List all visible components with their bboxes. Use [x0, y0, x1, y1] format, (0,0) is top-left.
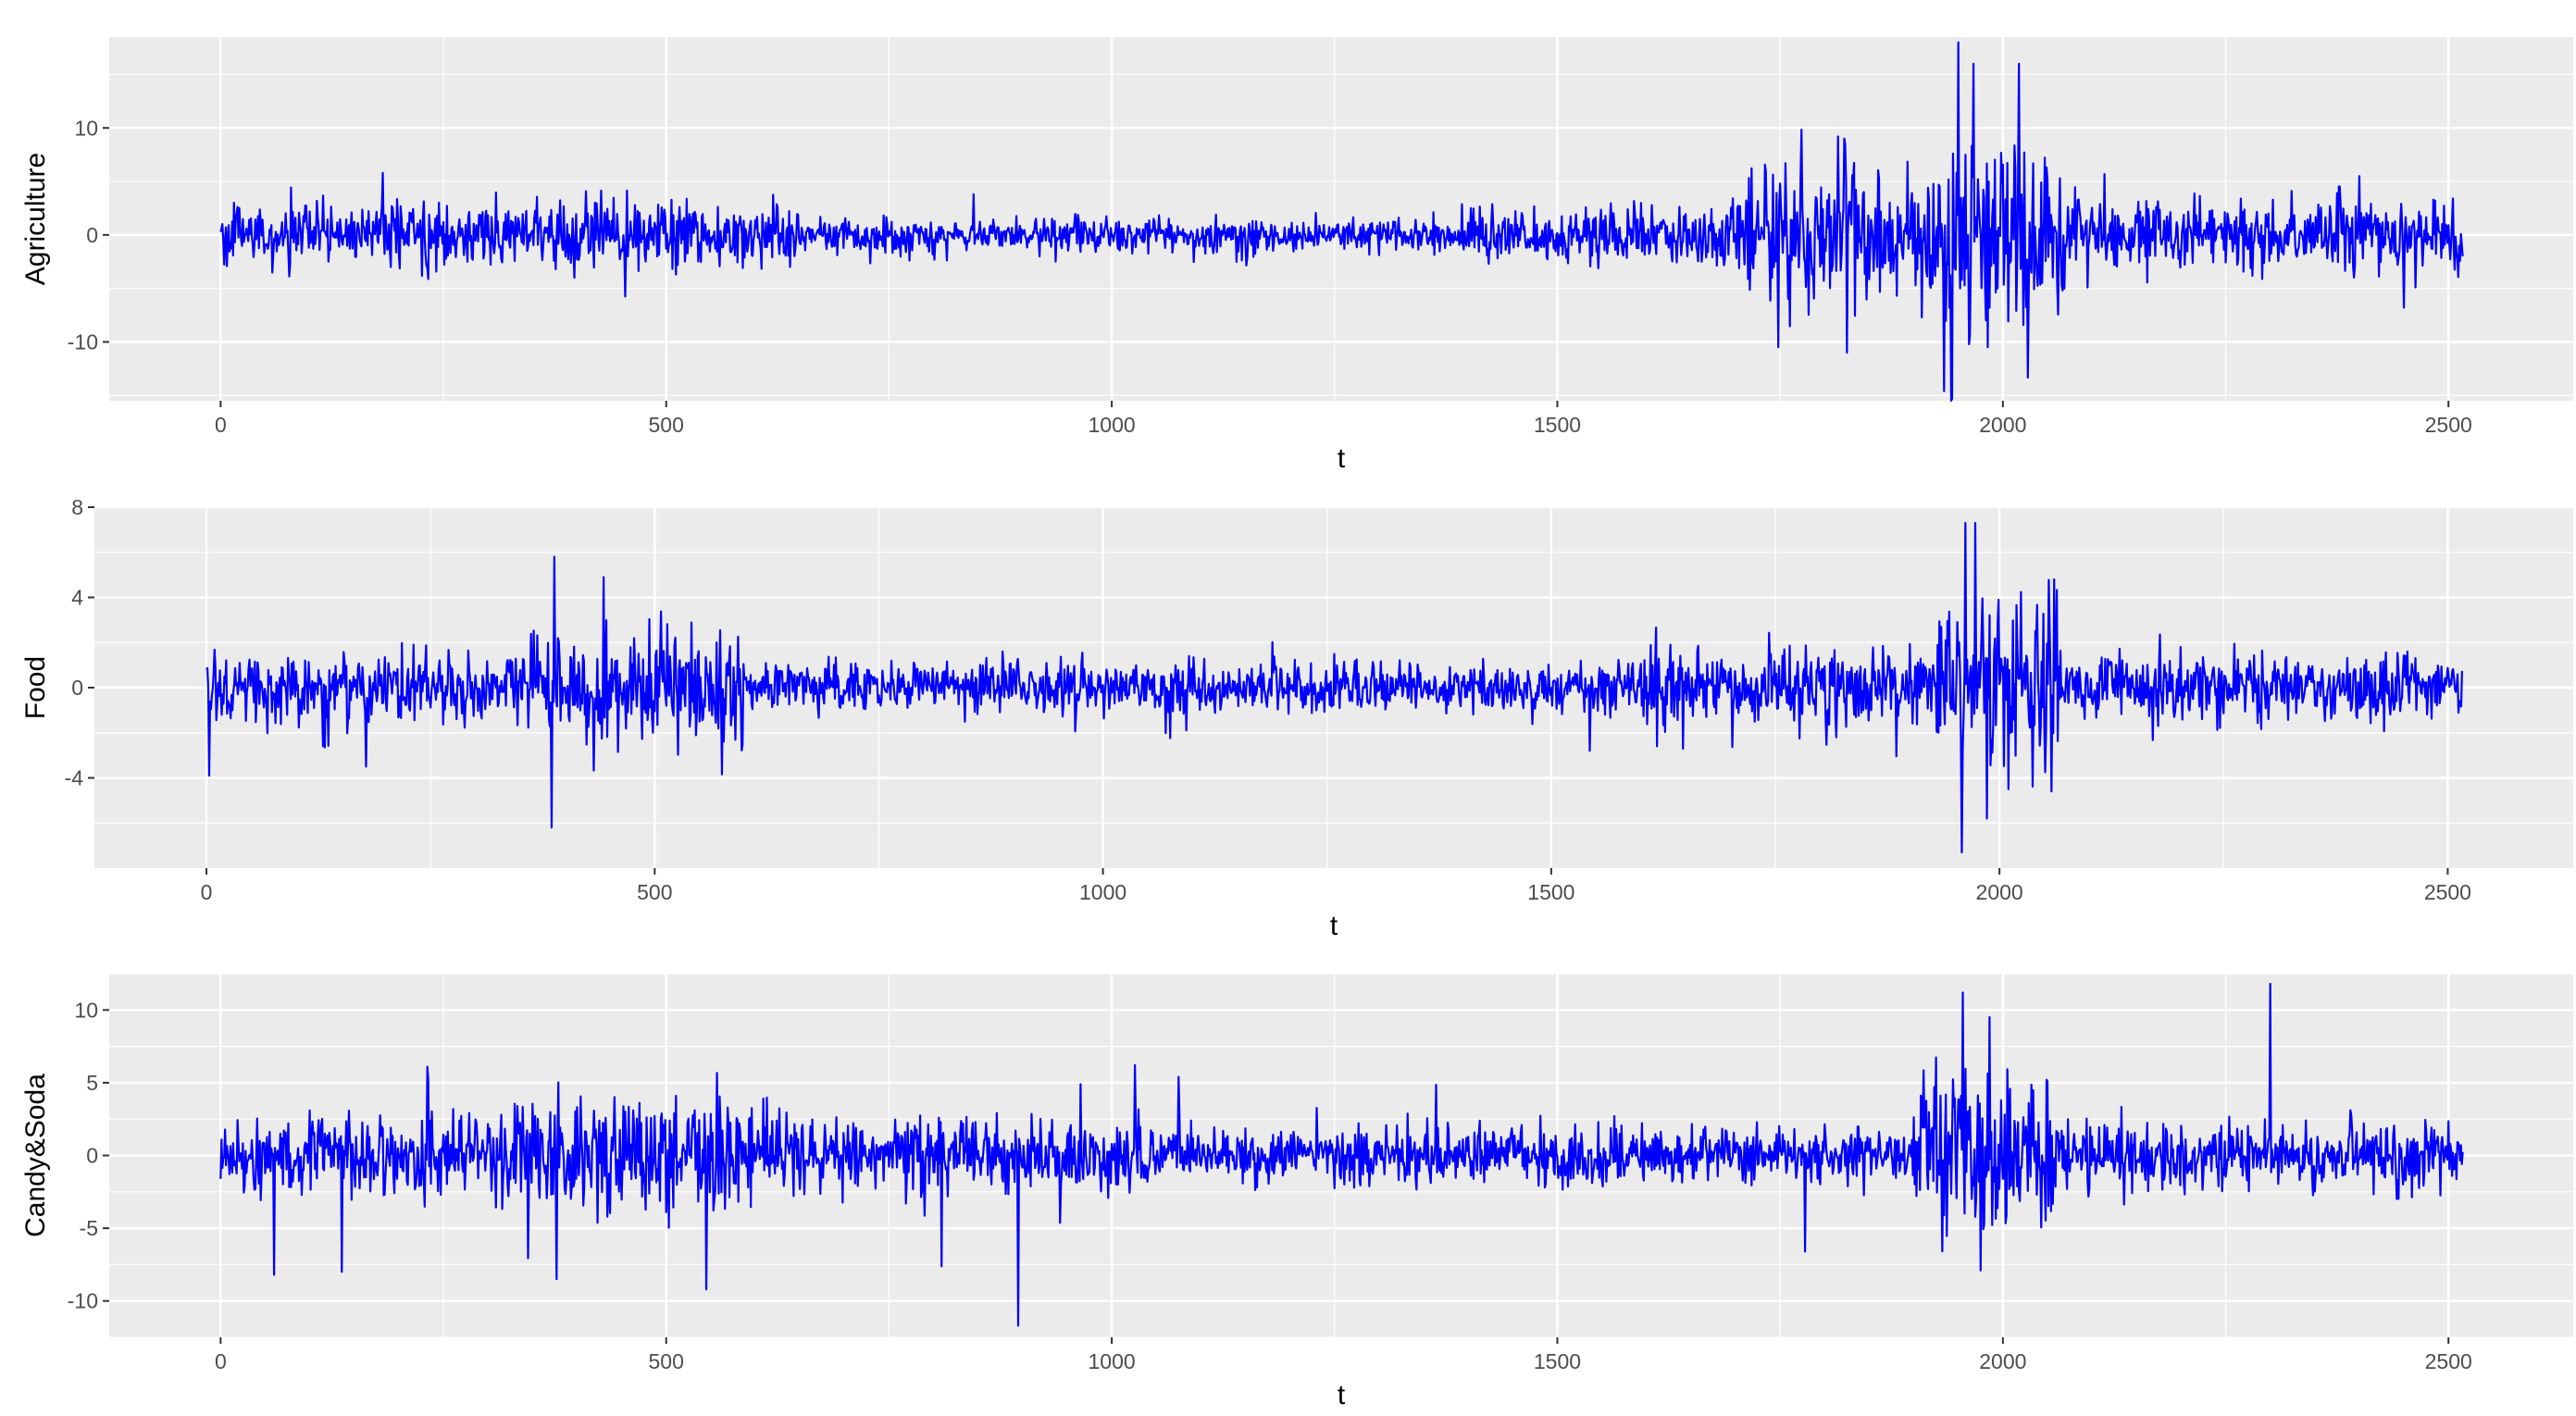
x-tick-label: 2000	[1979, 1349, 2026, 1373]
y-tick-label: 4	[71, 586, 83, 610]
panel-agriculture: 0 500 1000 1500 2000 2500 -10 0 10 t Agriculture	[20, 37, 2573, 474]
y-tick-label: -4	[65, 766, 84, 790]
x-tick-label: 0	[201, 880, 213, 904]
y-axis-title: Candy&Soda	[20, 1074, 51, 1237]
x-axis-title: t	[1338, 443, 1346, 474]
x-tick-label: 500	[649, 1349, 684, 1373]
x-tick-label: 2500	[2425, 1349, 2472, 1373]
y-axis-title: Agriculture	[20, 153, 51, 285]
x-tick-label: 1500	[1527, 880, 1574, 904]
x-tick-label: 0	[215, 1349, 227, 1373]
x-tick-label: 2000	[1979, 413, 2026, 437]
y-tick-label: 0	[86, 223, 98, 247]
x-tick-label: 500	[637, 880, 672, 904]
plot-panel	[109, 37, 2573, 401]
x-tick-label: 1000	[1089, 1349, 1136, 1373]
x-tick-label: 2000	[1976, 880, 2023, 904]
x-tick-label: 2500	[2424, 880, 2471, 904]
x-tick-label: 0	[215, 413, 227, 437]
y-tick-label: 0	[86, 1144, 98, 1168]
x-axis-title: t	[1338, 1380, 1346, 1410]
y-tick-label: 5	[86, 1071, 98, 1095]
x-tick-label: 2500	[2425, 413, 2472, 437]
series-line	[205, 521, 2463, 854]
x-tick-label: 1000	[1089, 413, 1136, 437]
y-tick-label: -5	[80, 1216, 98, 1240]
x-tick-label: 1500	[1534, 1349, 1581, 1373]
y-tick-label: 10	[74, 116, 98, 140]
x-tick-label: 500	[649, 413, 684, 437]
y-tick-label: 0	[71, 676, 83, 700]
x-axis-title: t	[1330, 911, 1338, 941]
y-axis-title: Food	[20, 656, 51, 719]
series-line	[219, 41, 2464, 403]
y-tick-label: 10	[74, 998, 98, 1022]
panel-candy-soda: 0 500 1000 1500 2000 2500 -10 -5 0 5 10 t Candy&Soda	[20, 973, 2573, 1410]
y-tick-label: -10	[68, 329, 98, 354]
series-line	[219, 982, 2464, 1327]
y-tick-label: -10	[68, 1289, 98, 1313]
y-tick-label: 8	[71, 495, 83, 519]
x-tick-label: 1500	[1534, 413, 1581, 437]
panel-food: 0 500 1000 1500 2000 2500 -4 0 4 8 t Food	[20, 495, 2573, 941]
x-tick-label: 1000	[1079, 880, 1126, 904]
